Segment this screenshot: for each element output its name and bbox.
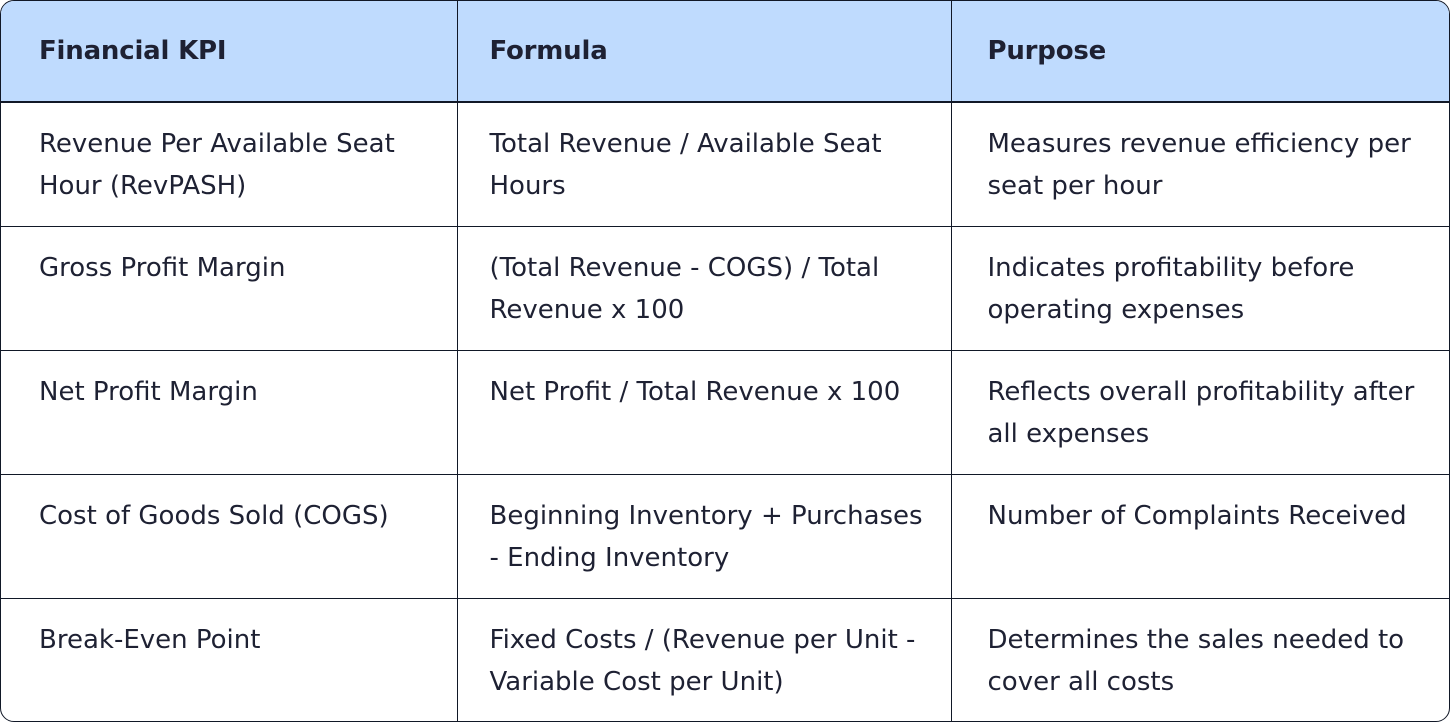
purpose-cell: Measures revenue efficiency per seat per… — [951, 102, 1449, 227]
purpose-cell: Determines the sales needed to cover all… — [987, 624, 1405, 697]
kpi-cell: Gross Profit Margin — [1, 226, 458, 351]
column-header-kpi: Financial KPI — [1, 1, 458, 103]
table-header-row: Financial KPI Formula Purpose — [1, 1, 1449, 103]
purpose-cell: Number of Complaints Received — [951, 474, 1449, 599]
column-header-purpose: Purpose — [951, 1, 1449, 103]
table-row: Cost of Goods Sold (COGS) Beginning Inve… — [1, 474, 1449, 599]
kpi-cell: Revenue Per Available Seat Hour (RevPASH… — [1, 102, 458, 227]
purpose-cell: Reflects overall profitability after all… — [951, 350, 1449, 475]
table-row: Net Profit Margin Net Profit / Total Rev… — [1, 350, 1449, 475]
kpi-cell: Net Profit Margin — [1, 350, 458, 475]
kpi-cell: Cost of Goods Sold (COGS) — [1, 474, 458, 599]
formula-cell: Fixed Costs / (Revenue per Unit - Variab… — [457, 598, 952, 721]
formula-cell: Total Revenue / Available Seat Hours — [457, 102, 952, 227]
column-header-formula: Formula — [457, 1, 952, 103]
table-row: Break-Even Point Fixed Costs / (Revenue … — [1, 598, 1449, 721]
formula-cell: Beginning Inventory + Purchases - Ending… — [457, 474, 952, 599]
table-row: Gross Profit Margin (Total Revenue - COG… — [1, 226, 1449, 351]
formula-cell: Net Profit / Total Revenue x 100 — [457, 350, 952, 475]
purpose-cell: Indicates profitability before operating… — [951, 226, 1449, 351]
kpi-cell: Break-Even Point — [1, 598, 458, 721]
formula-cell: (Total Revenue - COGS) / Total Revenue x… — [457, 226, 952, 351]
table-row: Revenue Per Available Seat Hour (RevPASH… — [1, 102, 1449, 227]
